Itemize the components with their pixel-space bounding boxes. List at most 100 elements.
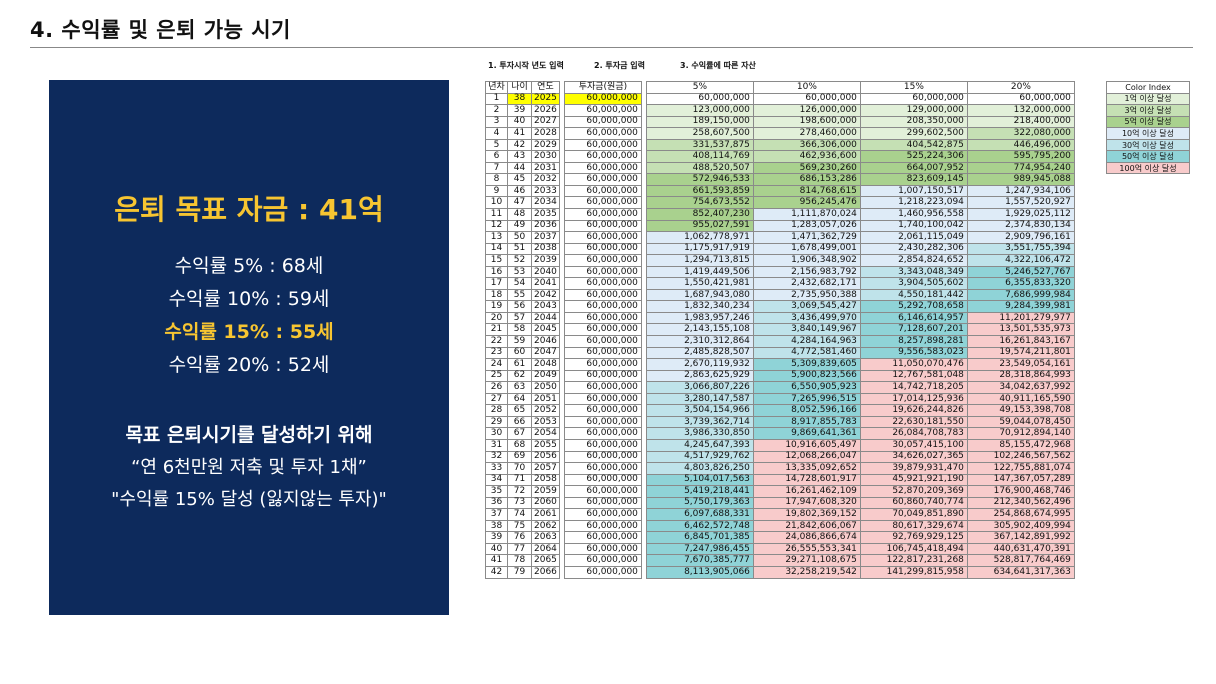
table-row: 21 58 2045 60,000,000 2,143,155,108 3,840,149… — [485, 323, 1075, 337]
cell-year: 2059 — [531, 485, 560, 498]
cell-year: 2050 — [531, 381, 560, 394]
cell-15pct: 17,014,125,936 — [859, 392, 968, 406]
table-row: 4 41 2028 60,000,000 258,607,500 278,460,000 2… — [485, 127, 1075, 140]
cell-10pct: 198,600,000 — [752, 115, 861, 129]
cell-age: 41 — [507, 127, 532, 140]
cell-20pct: 23,549,054,161 — [966, 358, 1075, 371]
cell-year-no: 7 — [485, 161, 508, 175]
cell-year-no: 23 — [485, 346, 508, 360]
cell-year-no: 25 — [485, 369, 508, 383]
table-row: 14 51 2038 60,000,000 1,175,917,919 1,678,499… — [485, 242, 1075, 256]
table-row: 9 46 2033 60,000,000 661,593,859 814,768,615 1… — [485, 184, 1075, 198]
cell-principal: 60,000,000 — [563, 323, 642, 337]
cell-year-no: 17 — [485, 277, 508, 290]
cell-year-no: 21 — [485, 323, 508, 337]
cell-20pct: 9,284,399,981 — [966, 300, 1075, 313]
cell-20pct: 2,374,830,134 — [966, 219, 1075, 233]
cell-age: 53 — [507, 265, 532, 279]
cell-principal: 60,000,000 — [563, 161, 642, 175]
cell-5pct: 5,750,179,363 — [645, 496, 754, 510]
cell-principal: 60,000,000 — [563, 335, 642, 348]
cell-year: 2043 — [531, 300, 560, 313]
cell-20pct: 322,080,000 — [966, 127, 1075, 140]
table-row: 26 63 2050 60,000,000 3,066,807,226 6,550,905… — [485, 381, 1075, 394]
cell-year: 2025 — [531, 92, 560, 106]
table-row: 35 72 2059 60,000,000 5,419,218,441 16,261,46… — [485, 485, 1075, 498]
cell-year-no: 15 — [485, 254, 508, 267]
cell-20pct: 446,496,000 — [966, 138, 1075, 152]
cell-20pct: 40,911,165,590 — [966, 392, 1075, 406]
cell-20pct: 7,686,999,984 — [966, 288, 1075, 302]
cell-20pct: 528,817,764,469 — [966, 554, 1075, 567]
cell-10pct: 3,436,499,970 — [752, 311, 861, 325]
cell-5pct: 2,485,828,507 — [645, 346, 754, 360]
cell-10pct: 26,555,553,341 — [752, 542, 861, 556]
cell-10pct: 17,947,608,320 — [752, 496, 861, 510]
table-row: 39 76 2063 60,000,000 6,845,701,385 24,086,86… — [485, 531, 1075, 544]
cell-principal: 60,000,000 — [563, 438, 642, 452]
cell-20pct: 2,909,796,161 — [966, 231, 1075, 244]
table-row: 31 68 2055 60,000,000 4,245,647,393 10,916,60… — [485, 438, 1075, 452]
cell-age: 52 — [507, 254, 532, 267]
cell-10pct: 32,258,219,542 — [752, 565, 861, 579]
cell-15pct: 2,061,115,049 — [859, 231, 968, 244]
cell-5pct: 572,946,533 — [645, 173, 754, 186]
cell-principal: 60,000,000 — [563, 115, 642, 129]
cell-10pct: 569,230,260 — [752, 161, 861, 175]
cell-15pct: 52,870,209,369 — [859, 485, 968, 498]
cell-year-no: 36 — [485, 496, 508, 510]
cell-year: 2055 — [531, 438, 560, 452]
cell-year-no: 19 — [485, 300, 508, 313]
cell-20pct: 19,574,211,801 — [966, 346, 1075, 360]
cell-year-no: 38 — [485, 519, 508, 533]
cell-age: 45 — [507, 173, 532, 186]
cell-10pct: 5,309,839,605 — [752, 358, 861, 371]
cell-15pct: 39,879,931,470 — [859, 462, 968, 475]
cell-15pct: 2,430,282,306 — [859, 242, 968, 256]
table-header-row: 년차 나이 연도 투자금(원금) 5% 10% 15% 20% — [485, 81, 1075, 94]
cell-year: 2041 — [531, 277, 560, 290]
cell-15pct: 664,007,952 — [859, 161, 968, 175]
cell-principal: 60,000,000 — [563, 473, 642, 487]
table-row: 42 79 2066 60,000,000 8,113,905,066 32,258,21… — [485, 565, 1075, 579]
cell-age: 70 — [507, 462, 532, 475]
table-row: 16 53 2040 60,000,000 1,419,449,506 2,156,983… — [485, 265, 1075, 279]
cell-5pct: 661,593,859 — [645, 184, 754, 198]
table-row: 23 60 2047 60,000,000 2,485,828,507 4,772,581… — [485, 346, 1075, 360]
cell-year: 2052 — [531, 404, 560, 417]
table-row: 10 47 2034 60,000,000 754,673,552 956,245,476… — [485, 196, 1075, 209]
cell-5pct: 60,000,000 — [645, 92, 754, 106]
table-row: 2 39 2026 60,000,000 123,000,000 126,000,000 1… — [485, 104, 1075, 117]
cell-5pct: 4,803,826,250 — [645, 462, 754, 475]
cell-15pct: 8,257,898,281 — [859, 335, 968, 348]
cell-20pct: 176,900,468,746 — [966, 485, 1075, 498]
cell-year-no: 31 — [485, 438, 508, 452]
cell-15pct: 26,084,708,783 — [859, 427, 968, 440]
cell-age: 74 — [507, 508, 532, 521]
rate-10-line: 수익률 10% : 59세 — [168, 288, 330, 310]
table-row: 25 62 2049 60,000,000 2,863,625,929 5,900,823… — [485, 369, 1075, 383]
cell-5pct: 331,537,875 — [645, 138, 754, 152]
cell-10pct: 16,261,462,109 — [752, 485, 861, 498]
cell-20pct: 305,902,409,994 — [966, 519, 1075, 533]
cell-principal: 60,000,000 — [563, 392, 642, 406]
cell-10pct: 462,936,600 — [752, 150, 861, 163]
cell-5pct: 258,607,500 — [645, 127, 754, 140]
cell-principal: 60,000,000 — [563, 92, 642, 106]
cell-15pct: 141,299,815,958 — [859, 565, 968, 579]
cell-age: 60 — [507, 346, 532, 360]
table-row: 29 66 2053 60,000,000 3,739,362,714 8,917,855… — [485, 415, 1075, 429]
table-row: 24 61 2048 60,000,000 2,670,119,932 5,309,839… — [485, 358, 1075, 371]
cell-5pct: 754,673,552 — [645, 196, 754, 209]
cell-age: 65 — [507, 404, 532, 417]
cell-year-no: 11 — [485, 208, 508, 221]
cell-15pct: 9,556,583,023 — [859, 346, 968, 360]
rate-5-line: 수익률 5% : 68세 — [174, 255, 324, 277]
cell-5pct: 1,175,917,919 — [645, 242, 754, 256]
cell-principal: 60,000,000 — [563, 381, 642, 394]
cell-age: 66 — [507, 415, 532, 429]
cell-10pct: 12,068,266,047 — [752, 450, 861, 464]
cell-principal: 60,000,000 — [563, 508, 642, 521]
table-row: 8 45 2032 60,000,000 572,946,533 686,153,286 8… — [485, 173, 1075, 186]
retirement-goal: 은퇴 목표 자금 : 41억 — [114, 193, 384, 226]
